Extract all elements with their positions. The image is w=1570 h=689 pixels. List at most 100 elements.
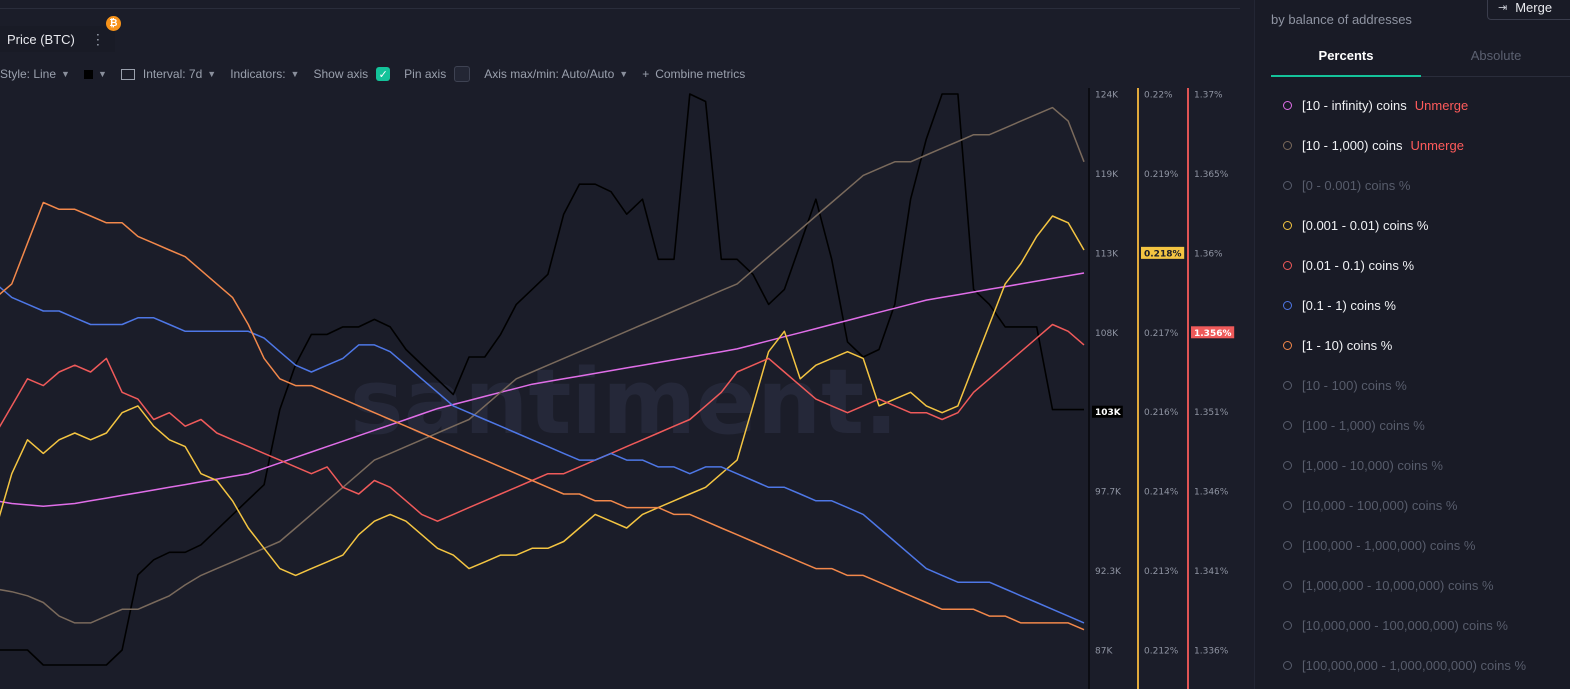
btc-icon: ₿ [106,16,121,31]
axis-minmax-label: Axis max/min: Auto/Auto [484,67,615,81]
pct-axis-2-tick-label: 1.365% [1194,170,1229,180]
pct-axis-1-current-label: 0.218% [1144,249,1182,259]
pct-axis-1-tick-label: 0.216% [1144,408,1179,418]
price-axis-tick-label: 113K [1095,249,1119,259]
merge-label: Merge [1515,0,1553,15]
legend-item[interactable]: [10,000,000 - 100,000,000) coins % [1283,618,1508,633]
merge-icon: ⇥ [1498,1,1508,14]
legend-item[interactable]: [1,000 - 10,000) coins % [1283,458,1443,473]
circle-icon [1283,221,1292,230]
plus-icon: + [642,67,650,81]
legend-item-label: [10 - infinity) coins [1302,98,1407,113]
pct-axis-2-tick-label: 1.351% [1194,408,1229,418]
circle-icon [1283,261,1292,270]
pct-axis-2-tick-label: 1.346% [1194,488,1229,498]
legend-item-label: [0.1 - 1) coins % [1302,298,1396,313]
pct-axis-2-tick-label: 1.37% [1194,91,1223,101]
pin-axis-label: Pin axis [404,67,447,81]
legend-item-label: [1,000 - 10,000) coins % [1302,458,1443,473]
legend-item[interactable]: [100 - 1,000) coins % [1283,418,1425,433]
checkbox-checked-icon[interactable]: ✓ [376,67,391,81]
tab-absolute[interactable]: Absolute [1470,48,1522,63]
interval-dropdown[interactable]: Interval: 7d ▼ [120,67,216,81]
legend-item[interactable]: [1 - 10) coins % [1283,338,1392,353]
pct-axis-1-tick-label: 0.212% [1144,647,1179,657]
legend-item[interactable]: [0 - 0.001) coins % [1283,178,1410,193]
combine-label: Combine metrics [655,67,746,81]
sidebar: ⇥ Merge by balance of addresses Percents… [1254,0,1570,689]
metric-chip[interactable]: Price (BTC) ⋮ [0,26,115,52]
price-axis-tick-label: 108K [1095,329,1119,339]
indicators-dropdown[interactable]: Indicators: ▼ [230,67,299,81]
legend-item[interactable]: [10,000 - 100,000) coins % [1283,498,1457,513]
legend-item[interactable]: [10 - infinity) coins Unmerge [1283,98,1468,113]
pct-axis-2-current-badge [1191,326,1235,339]
color-dropdown[interactable]: ▼ [83,69,107,79]
legend-item-label: [0.001 - 0.01) coins % [1302,218,1429,233]
circle-icon [1283,301,1292,310]
legend-item[interactable]: [100,000 - 1,000,000) coins % [1283,538,1475,553]
chevron-down-icon: ▼ [61,69,70,79]
legend-item[interactable]: [100,000,000 - 1,000,000,000) coins % [1283,658,1526,673]
legend-item[interactable]: [1,000,000 - 10,000,000) coins % [1283,578,1494,593]
pct-axis-1-tick-label: 0.213% [1144,567,1179,577]
legend-item[interactable]: [10 - 1,000) coins Unmerge [1283,138,1464,153]
circle-icon [1283,341,1292,350]
pct-axis-2-tick-label: 1.341% [1194,567,1229,577]
show-axis-toggle[interactable]: Show axis ✓ [313,67,391,81]
series-line [0,106,1085,624]
series-line [0,215,1085,577]
chart-canvas[interactable]: santiment. 124K 119K 113K 108K 103K 97.7K 92.3K… [0,88,1250,689]
legend-item-label: [10 - 100) coins % [1302,378,1407,393]
combine-metrics-button[interactable]: + Combine metrics [642,67,745,81]
legend-item[interactable]: [0.01 - 0.1) coins % [1283,258,1414,273]
axis-minmax-dropdown[interactable]: Axis max/min: Auto/Auto ▼ [484,67,628,81]
circle-icon [1283,621,1292,630]
circle-icon [1283,541,1292,550]
pct-axis-1-tick-label: 0.217% [1144,329,1179,339]
unmerge-link[interactable]: Unmerge [1414,98,1469,113]
watermark: santiment. [350,350,898,455]
series-line [0,201,1085,631]
series-line [0,286,1085,624]
indicators-label: Indicators: [230,67,286,81]
show-axis-label: Show axis [313,67,369,81]
series-line [0,323,1085,522]
metric-menu-icon[interactable]: ⋮ [90,30,105,47]
merge-button[interactable]: ⇥ Merge [1487,0,1570,20]
price-axis-tick-label: 92.3K [1095,567,1122,577]
unmerge-link[interactable]: Unmerge [1410,138,1464,153]
pct-axis-2-tick-label: 1.36% [1194,249,1223,259]
interval-label: Interval: 7d [142,67,203,81]
checkbox-unchecked-icon[interactable] [454,66,471,82]
legend-item[interactable]: [10 - 100) coins % [1283,378,1407,393]
legend-item-label: [10,000 - 100,000) coins % [1302,498,1458,513]
legend-item-label: [100,000 - 1,000,000) coins % [1302,538,1476,553]
price-axis-tick-label: 124K [1095,91,1119,101]
circle-icon [1283,501,1292,510]
legend-item[interactable]: [0.001 - 0.01) coins % [1283,218,1428,233]
circle-icon [1283,141,1292,150]
pct-axis-1-tick-label: 0.22% [1144,91,1173,101]
pct-axis-2-tick-label: 1.336% [1194,647,1229,657]
tabs: Percents Absolute [1271,46,1570,77]
legend-item-label: [0.01 - 0.1) coins % [1302,258,1414,273]
circle-icon [1283,661,1292,670]
interval-icon [120,68,135,80]
chevron-down-icon: ▼ [290,69,300,79]
chart-toolbar: Style: Line ▼ ▼ Interval: 7d ▼ Indicator… [0,64,759,84]
legend-item-label: [0 - 0.001) coins % [1302,178,1411,193]
pin-axis-toggle[interactable]: Pin axis [404,66,471,82]
top-divider [0,8,1240,9]
legend-item-label: [1 - 10) coins % [1302,338,1393,353]
legend-item-label: [1,000,000 - 10,000,000) coins % [1302,578,1494,593]
style-dropdown[interactable]: Style: Line ▼ [0,67,70,81]
style-label: Style: Line [0,67,57,81]
tab-percents[interactable]: Percents [1271,46,1421,77]
price-axis-tick-label: 87K [1095,647,1113,657]
sidebar-subtitle: by balance of addresses [1271,12,1412,27]
chevron-down-icon: ▼ [97,69,107,79]
price-axis-tick-label: 97.7K [1095,488,1122,498]
legend-item[interactable]: [0.1 - 1) coins % [1283,298,1396,313]
pct-axis-2-current-label: 1.356% [1194,329,1232,339]
